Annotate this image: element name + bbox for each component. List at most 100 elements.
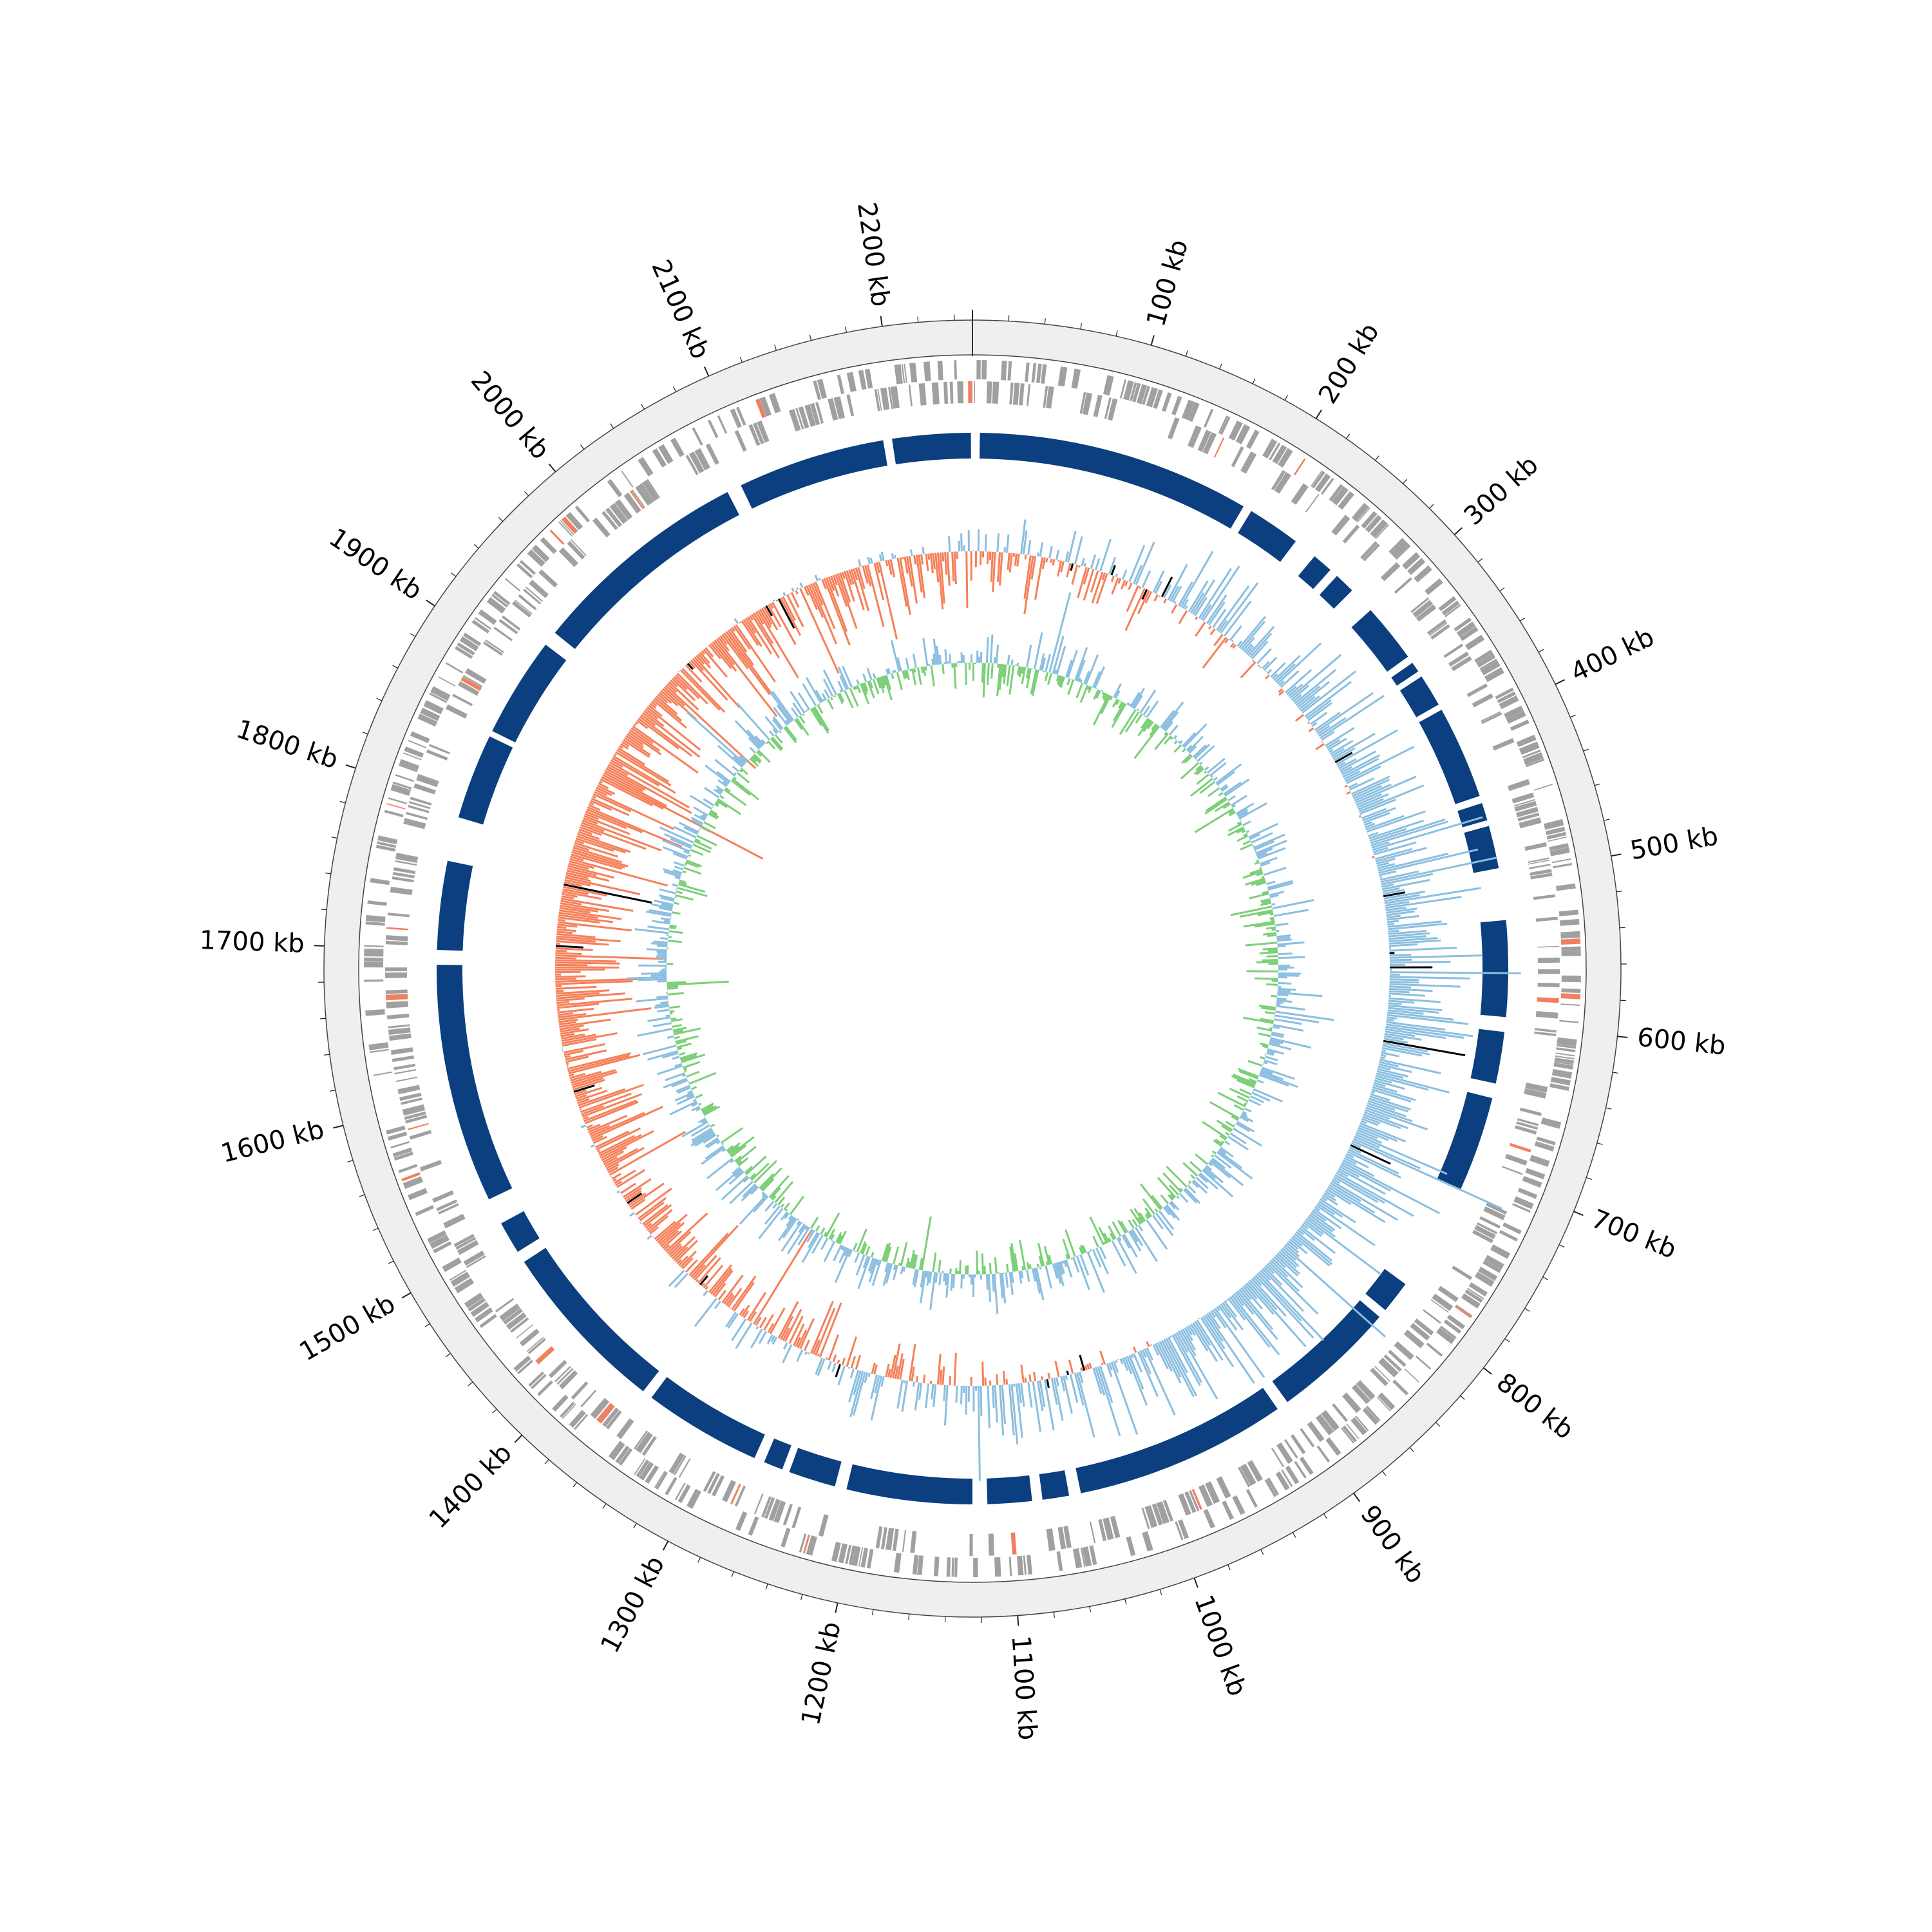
gc-content-bar	[1291, 685, 1310, 701]
gc-skew-bar	[1041, 658, 1046, 671]
gene-feature	[1222, 1501, 1234, 1520]
gene-feature	[1346, 1423, 1359, 1439]
gc-content-bar	[1060, 561, 1065, 573]
gc-skew-bar	[991, 1273, 995, 1292]
gc-content-bar	[1287, 683, 1303, 697]
gene-feature	[419, 1160, 442, 1171]
gc-content-bar	[878, 554, 883, 562]
gene-feature	[1490, 1244, 1511, 1259]
gc-skew-bar	[810, 1217, 819, 1229]
major-tick	[1573, 1211, 1584, 1217]
gc-content-bar	[616, 749, 670, 783]
gene-feature	[408, 1188, 428, 1200]
minor-tick	[573, 1482, 578, 1488]
gc-skew-bar	[1175, 738, 1177, 741]
gene-feature	[1394, 577, 1412, 594]
gc-skew-bar	[688, 854, 692, 857]
gc-content-bar	[1372, 847, 1388, 853]
gc-content-bar	[887, 1368, 891, 1378]
gc-content-bar	[1083, 567, 1090, 585]
gene-feature	[415, 1205, 434, 1217]
minor-tick	[1429, 504, 1434, 509]
minor-tick	[1558, 1244, 1565, 1248]
gene-feature	[933, 1557, 940, 1577]
gc-skew-bar	[764, 1205, 781, 1225]
gc-skew-bar	[1258, 1032, 1271, 1037]
gc-content-bar	[1341, 1161, 1440, 1215]
gene-feature	[902, 1530, 906, 1552]
gc-content-bar	[587, 806, 683, 848]
gene-feature	[912, 1555, 919, 1575]
gene-feature	[1510, 719, 1530, 731]
gc-content-bar	[1305, 699, 1332, 719]
gc-skew-bar	[1033, 632, 1043, 670]
gc-skew-bar	[654, 1005, 669, 1009]
gc-content-bar	[1032, 1381, 1042, 1432]
gene-feature	[387, 913, 410, 918]
gene-feature	[1232, 1495, 1245, 1515]
gc-skew-bar	[860, 683, 870, 705]
gc-content-bar	[827, 1361, 832, 1370]
gene-feature	[1271, 1448, 1285, 1468]
gene-feature	[1218, 415, 1228, 434]
gc-content-bar	[759, 1316, 767, 1329]
gc-content-bar	[1322, 1194, 1339, 1206]
gc-skew-bar	[651, 920, 670, 925]
gc-content-bar	[1251, 1278, 1287, 1317]
gc-content-bar	[915, 554, 923, 593]
gc-content-bar	[596, 1127, 641, 1151]
gc-content-bar	[1366, 1104, 1413, 1122]
gene-feature	[976, 360, 981, 380]
gc-skew-bar	[822, 698, 826, 702]
gc-skew-bar	[1139, 1183, 1162, 1211]
gc-content-bar	[908, 1343, 916, 1381]
gc-skew-bar	[794, 719, 803, 730]
gc-content-bar	[696, 654, 705, 665]
gc-content-bar	[1327, 1186, 1386, 1223]
gc-skew-bar	[750, 1186, 759, 1195]
gc-skew-bar	[1031, 1268, 1036, 1282]
gc-content-bar	[680, 1251, 697, 1268]
gene-feature	[369, 1048, 389, 1054]
gc-content-bar	[582, 817, 598, 825]
gc-skew-bar	[1219, 1135, 1227, 1141]
gc-content-bar	[560, 1033, 575, 1037]
gene-feature	[638, 457, 654, 477]
gc-content-bar	[1343, 770, 1361, 781]
gc-content-bar	[1036, 1380, 1044, 1412]
gc-skew-bar	[750, 756, 757, 762]
gc-content-bar	[1110, 565, 1116, 576]
gc-skew-bar	[742, 1183, 757, 1198]
gc-content-bar	[746, 616, 773, 655]
gc-content-bar	[1222, 1302, 1244, 1331]
gc-skew-bar	[1137, 719, 1151, 737]
gene-feature	[430, 686, 451, 701]
gene-feature	[455, 646, 473, 659]
gc-content-bar	[1054, 1360, 1060, 1378]
gc-skew-bar	[1262, 947, 1278, 951]
gc-skew-bar	[665, 1072, 686, 1081]
gc-skew-bar	[934, 1272, 938, 1283]
gc-skew-bar	[1273, 909, 1309, 917]
gene-feature	[519, 560, 536, 575]
gc-skew-bar	[1099, 1246, 1107, 1260]
gc-content-bar	[555, 959, 616, 963]
gc-skew-bar	[1275, 922, 1289, 927]
gene-feature	[1294, 1461, 1307, 1479]
gc-content-bar	[556, 998, 632, 1007]
gc-skew-bar	[634, 928, 669, 934]
gc-content-bar	[1330, 739, 1354, 755]
gc-skew-bar	[862, 673, 867, 683]
gc-skew-bar	[1045, 1261, 1049, 1265]
gc-skew-bar	[1242, 820, 1251, 827]
gc-skew-bar	[1216, 1151, 1253, 1180]
gc-skew-bar	[755, 735, 764, 746]
gc-content-bar	[797, 1329, 808, 1349]
gc-skew-bar	[691, 1105, 700, 1112]
gc-content-bar	[614, 753, 617, 757]
gc-skew-bar	[671, 1079, 688, 1088]
gene-feature	[1276, 1442, 1293, 1464]
gc-content-bar	[558, 1018, 578, 1023]
gene-feature	[1057, 1526, 1066, 1549]
gc-skew-bar	[720, 1127, 743, 1144]
